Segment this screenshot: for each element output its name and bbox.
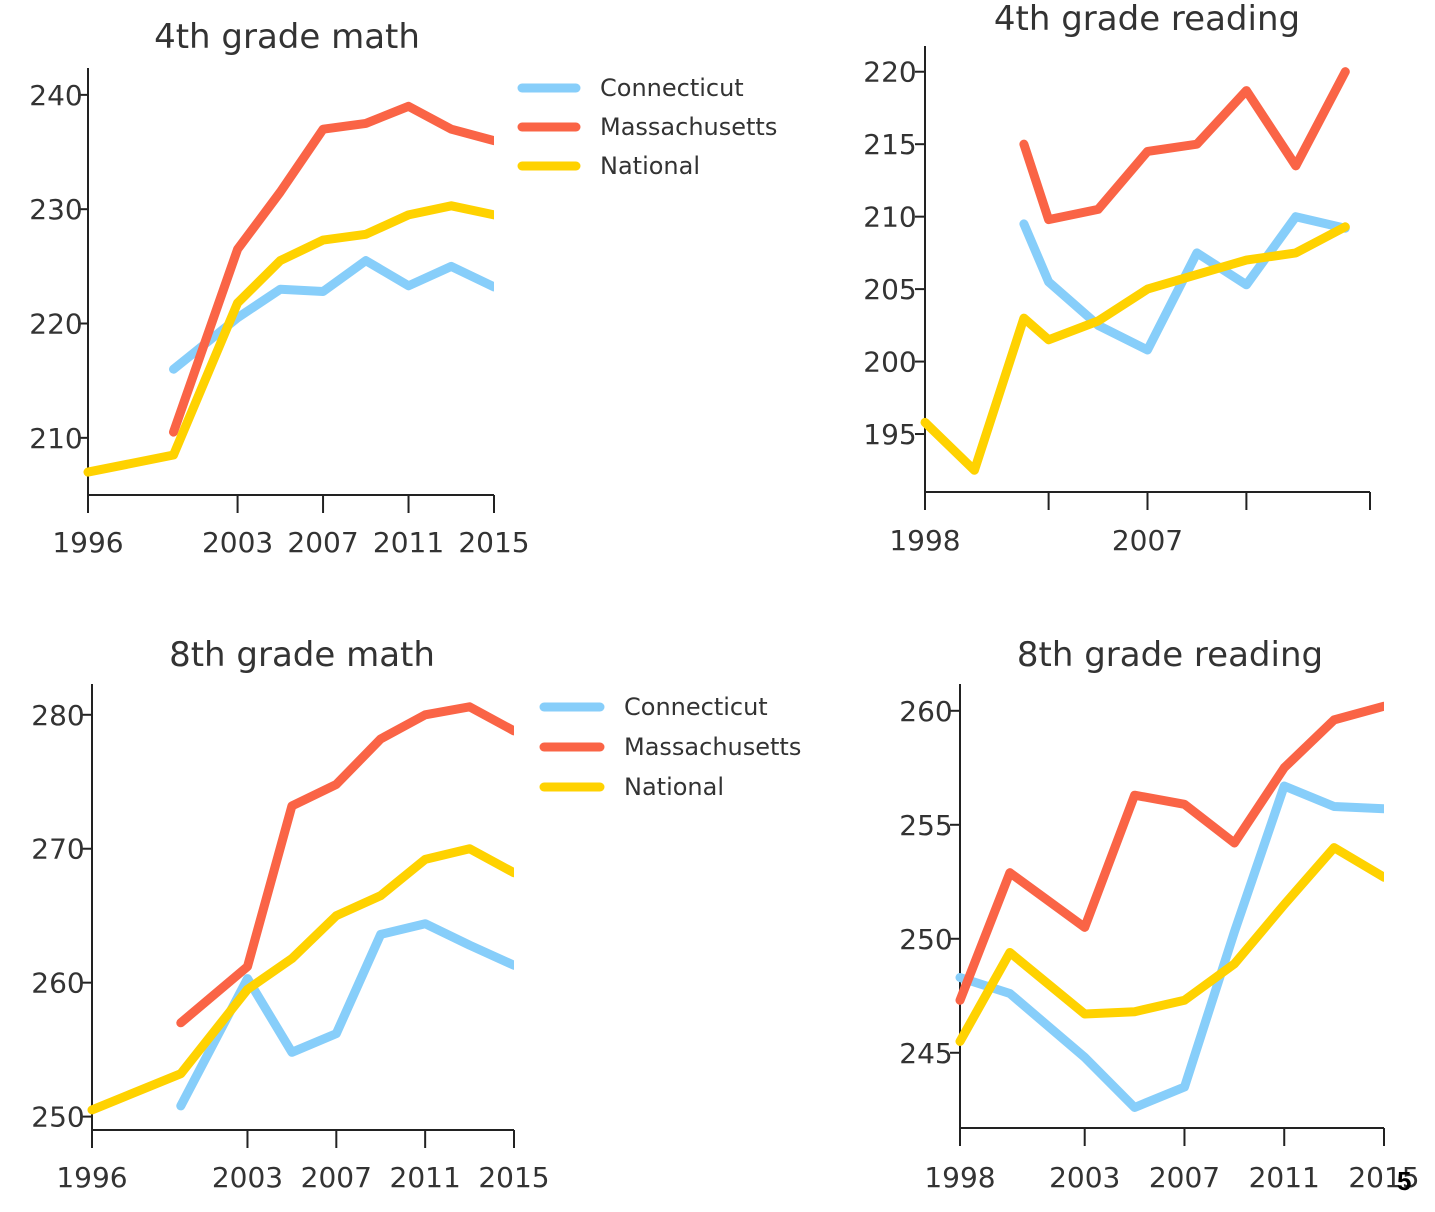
x-tick-label: 2015 xyxy=(478,1161,549,1194)
series-line-massachusetts xyxy=(169,101,494,437)
x-tick-label: 1996 xyxy=(52,526,123,559)
chart-4th-grade-math: 4th grade math 210 220 230 240 1996 2003 2007 20… xyxy=(29,17,777,559)
series-line-connecticut xyxy=(176,919,514,1111)
x-tick-label: 2015 xyxy=(1348,1161,1419,1194)
y-tick-label: 195 xyxy=(863,418,916,451)
y-tick-label: 270 xyxy=(31,833,84,866)
x-tick-label: 1998 xyxy=(924,1161,995,1194)
legend-label: Connecticut xyxy=(624,693,768,721)
series-line-massachusetts xyxy=(1019,67,1350,225)
x-tick-label: 2007 xyxy=(287,526,358,559)
x-tick-label: 2007 xyxy=(1149,1161,1220,1194)
legend-label: Connecticut xyxy=(600,74,744,102)
y-tick-label: 215 xyxy=(863,128,916,161)
y-tick-label: 260 xyxy=(899,695,952,728)
legend-label: Massachusetts xyxy=(600,113,777,141)
series-line-connecticut xyxy=(955,781,1384,1112)
x-tick-label: 2015 xyxy=(458,526,529,559)
y-tick-label: 260 xyxy=(31,967,84,1000)
chart-title: 4th grade math xyxy=(154,17,420,57)
y-tick-label: 250 xyxy=(31,1101,84,1134)
series-line-national xyxy=(955,843,1384,1046)
chart-title: 8th grade math xyxy=(169,635,435,675)
chart-8th-grade-math: 8th grade math 250 260 270 280 1996 2003 2007 20… xyxy=(31,635,801,1194)
chart-title: 8th grade reading xyxy=(1017,635,1323,675)
series-line-massachusetts xyxy=(176,702,514,1028)
legend: Connecticut Massachusetts National xyxy=(539,693,801,801)
y-tick-label: 200 xyxy=(863,346,916,379)
x-tick-label: 2003 xyxy=(212,1161,283,1194)
series-line-national xyxy=(83,201,494,477)
series-line-connecticut xyxy=(169,256,494,374)
y-tick-label: 220 xyxy=(863,56,916,89)
y-tick-label: 210 xyxy=(29,422,82,455)
y-tick-label: 220 xyxy=(29,308,82,341)
y-tick-label: 210 xyxy=(863,201,916,234)
series-line-massachusetts xyxy=(955,701,1384,1005)
legend-label: National xyxy=(624,773,724,801)
y-tick-label: 230 xyxy=(29,193,82,226)
y-tick-label: 280 xyxy=(31,699,84,732)
legend-label: Massachusetts xyxy=(624,733,801,761)
chart-8th-grade-reading: 8th grade reading 245 250 255 260 1998 2003 200… xyxy=(899,635,1419,1194)
legend-label: National xyxy=(600,152,700,180)
series-line-national xyxy=(87,844,514,1115)
x-tick-label: 2003 xyxy=(202,526,273,559)
x-tick-label: 2011 xyxy=(390,1161,461,1194)
chart-title: 4th grade reading xyxy=(994,0,1300,39)
x-tick-label: 2011 xyxy=(1249,1161,1320,1194)
series-line-connecticut xyxy=(1019,212,1350,355)
x-tick-label: 2003 xyxy=(1049,1161,1120,1194)
x-tick-label: 2011 xyxy=(373,526,444,559)
y-tick-label: 250 xyxy=(899,923,952,956)
y-tick-label: 205 xyxy=(863,273,916,306)
series-line-national xyxy=(920,222,1350,475)
legend: Connecticut Massachusetts National xyxy=(517,74,777,180)
y-tick-label: 245 xyxy=(899,1037,952,1070)
chart-4th-grade-reading: 4th grade reading 195 200 205 210 215 220 1998 2… xyxy=(863,0,1371,557)
x-tick-label: 2007 xyxy=(1112,524,1183,557)
x-tick-label: 1996 xyxy=(56,1161,127,1194)
x-tick-label: 2007 xyxy=(301,1161,372,1194)
y-tick-label: 255 xyxy=(899,809,952,842)
x-tick-label: 1998 xyxy=(889,524,960,557)
y-tick-label: 240 xyxy=(29,79,82,112)
page-number: 5 xyxy=(1397,1166,1412,1196)
